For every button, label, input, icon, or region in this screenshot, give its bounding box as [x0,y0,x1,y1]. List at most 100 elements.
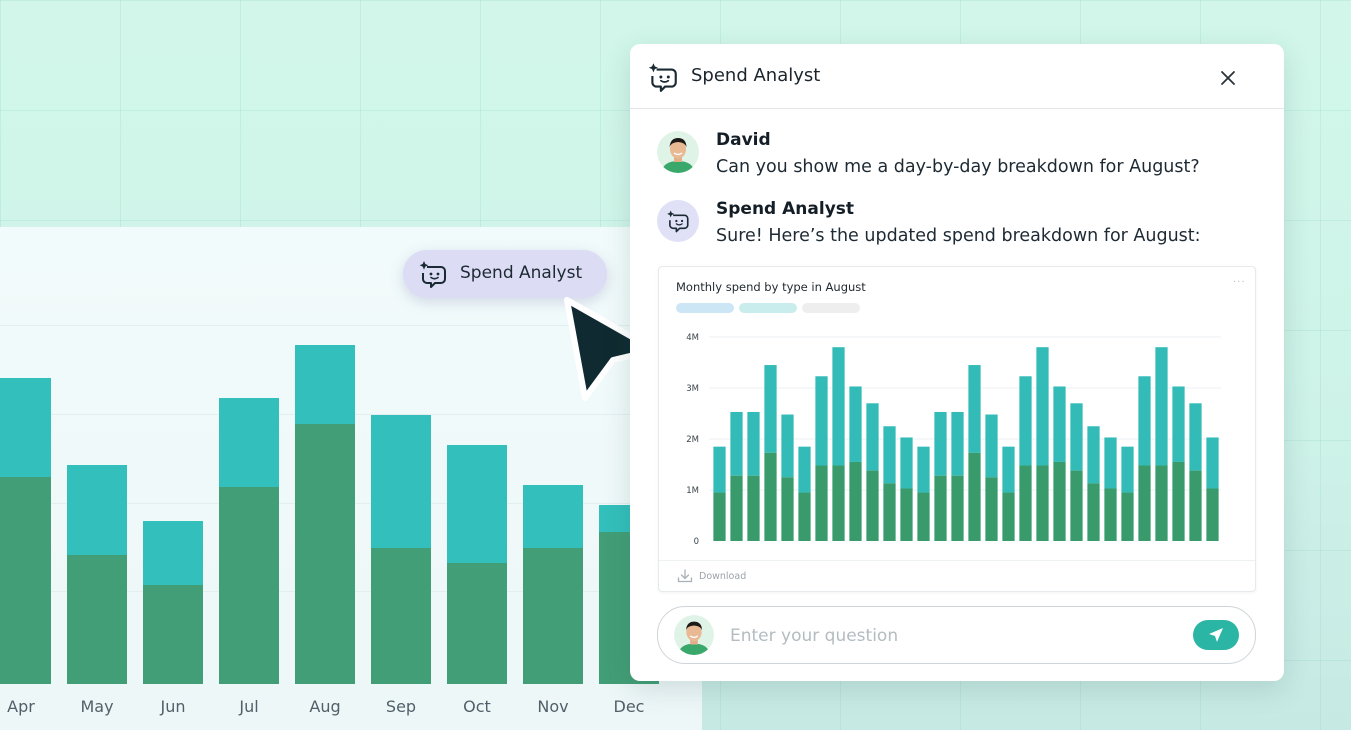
y-tick-label: 4M [686,333,699,343]
bar-upper-segment [447,445,507,563]
bar-upper-segment [1206,437,1219,489]
bar-upper-segment [849,386,862,462]
bar-lower-segment [985,477,998,541]
sparkle-chat-icon [419,261,446,288]
question-input[interactable] [728,621,1182,651]
sparkle-chat-icon [648,63,677,92]
bar-upper-segment [883,426,896,484]
bar-lower-segment [1155,465,1168,541]
bar-lower-segment [219,487,279,684]
question-input-box[interactable] [657,606,1256,664]
message-author: Spend Analyst [716,199,855,219]
bar-lower-segment [815,465,828,541]
download-button[interactable]: Download [699,571,747,582]
spend-analyst-panel: Spend Analyst David Can you show me a da… [630,44,1284,681]
legend-chip[interactable] [676,303,734,313]
month-label: Jul [239,697,259,716]
month-label: Apr [7,697,35,716]
bar-lower-segment [1087,483,1100,541]
bar-lower-segment [900,488,913,541]
month-label: May [80,697,114,716]
bar-lower-segment [968,452,981,541]
bar-lower-segment [730,475,743,541]
chart-card: Monthly spend by type in August ··· 0 1M 2… [658,266,1256,592]
bar-upper-segment [866,403,879,471]
bar-upper-segment [747,411,760,476]
month-label: Dec [613,697,645,716]
month-label: Nov [537,697,569,716]
bar-upper-segment [1036,347,1049,466]
bot-avatar [657,200,699,242]
daily-spend-bar-chart: 0 1M 2M 3M 4M [686,333,1221,547]
bar-lower-segment [295,424,355,684]
bar-lower-segment [747,475,760,541]
user-avatar [674,615,714,655]
bar-upper-segment [523,485,583,548]
legend-chip[interactable] [739,303,797,313]
panel-header: Spend Analyst [630,44,1284,109]
bar-upper-segment [764,365,777,453]
bar-lower-segment [832,465,845,541]
message-text: Sure! Here’s the updated spend breakdown… [716,226,1201,246]
send-button[interactable] [1193,620,1239,650]
bar-upper-segment [1019,376,1032,466]
y-tick-label: 1M [686,486,699,496]
bar-upper-segment [968,365,981,453]
bar-upper-segment [1053,386,1066,462]
send-icon [1209,628,1223,642]
bar-lower-segment [1138,465,1151,541]
bar-lower-segment [713,492,726,541]
bar-lower-segment [0,477,51,684]
message-text: Can you show me a day-by-day breakdown f… [716,157,1200,177]
bar-upper-segment [781,414,794,478]
bar-lower-segment [934,475,947,541]
sparkle-chat-icon [667,210,689,233]
bar-upper-segment [900,437,913,489]
bar-upper-segment [67,465,127,555]
bar-upper-segment [713,446,726,493]
bar-upper-segment [917,446,930,493]
bar-lower-segment [523,548,583,684]
bar-lower-segment [866,470,879,541]
message-author: David [716,130,771,150]
more-options-button[interactable]: ··· [1233,277,1246,288]
bar-lower-segment [1002,492,1015,541]
bar-upper-segment [1070,403,1083,471]
bar-upper-segment [730,411,743,476]
month-label: Jun [160,697,186,716]
bar-upper-segment [985,414,998,478]
bar-upper-segment [371,415,431,548]
bar-lower-segment [849,461,862,541]
bar-lower-segment [1036,465,1049,541]
spend-analyst-pill-button[interactable]: Spend Analyst [403,250,607,298]
bar-lower-segment [1104,488,1117,541]
bar-lower-segment [1070,470,1083,541]
bar-upper-segment [1121,446,1134,493]
bar-upper-segment [815,376,828,466]
y-tick-label: 0 [694,537,699,547]
chart-title: Monthly spend by type in August [676,280,866,294]
legend-chip[interactable] [802,303,860,313]
close-icon[interactable] [1216,66,1240,90]
bar-upper-segment [295,345,355,424]
download-icon[interactable] [677,569,693,583]
bar-lower-segment [1189,470,1202,541]
bar-upper-segment [1172,386,1185,462]
bar-lower-segment [1172,461,1185,541]
user-avatar [657,131,699,173]
chart-footer: Download [659,560,1255,591]
pointer-cursor-icon [564,297,658,401]
bar-upper-segment [951,411,964,476]
bar-upper-segment [934,411,947,476]
bar-lower-segment [371,548,431,684]
month-label: Aug [309,697,341,716]
bar-lower-segment [764,452,777,541]
y-tick-label: 3M [686,384,699,394]
pill-label: Spend Analyst [460,263,583,283]
bar-upper-segment [1087,426,1100,484]
gridline [0,325,702,326]
background-bar-chart [0,345,659,684]
bar-upper-segment [219,398,279,487]
panel-title: Spend Analyst [691,65,821,86]
bar-upper-segment [1002,446,1015,493]
